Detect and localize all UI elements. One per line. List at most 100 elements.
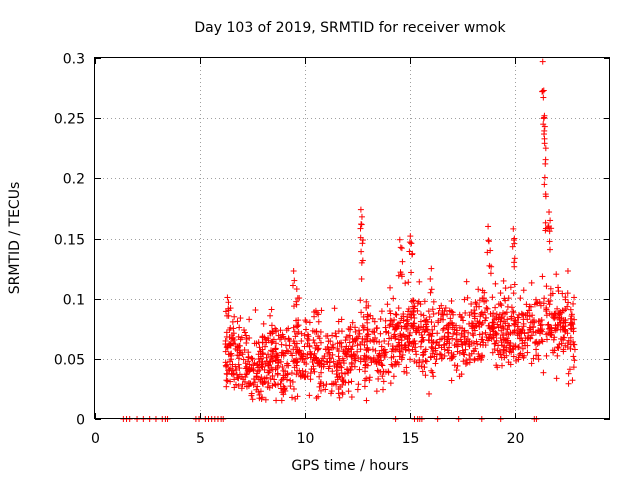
data-point [333, 371, 340, 378]
data-point [390, 373, 397, 380]
data-point [354, 348, 361, 355]
data-point [397, 244, 404, 251]
data-point [399, 258, 406, 265]
data-point [281, 386, 288, 393]
data-point [263, 354, 270, 361]
data-point [456, 311, 463, 318]
data-point [448, 350, 455, 357]
data-point [392, 311, 399, 318]
data-point [448, 355, 455, 362]
data-point [294, 393, 301, 400]
data-point [564, 303, 571, 310]
data-point [539, 58, 546, 65]
data-point [357, 341, 364, 348]
data-point [381, 346, 388, 353]
data-point [235, 375, 242, 382]
y-tick-label: 0.05 [54, 353, 85, 369]
data-point [540, 94, 547, 101]
data-point [547, 246, 554, 253]
data-point [352, 328, 359, 335]
data-point [398, 271, 405, 278]
data-point [546, 238, 553, 245]
data-point [495, 314, 502, 321]
data-point [478, 356, 485, 363]
data-point [460, 317, 467, 324]
data-point [232, 381, 239, 388]
data-point [422, 357, 429, 364]
data-point [485, 223, 492, 230]
data-point [462, 309, 469, 316]
data-point [568, 311, 575, 318]
data-point [386, 322, 393, 329]
data-point [327, 338, 334, 345]
data-point [422, 317, 429, 324]
data-point [246, 316, 253, 323]
data-point [382, 324, 389, 331]
data-point [375, 375, 382, 382]
data-point [571, 346, 578, 353]
data-point [385, 340, 392, 347]
data-point [565, 299, 572, 306]
data-point [535, 356, 542, 363]
data-point [516, 351, 523, 358]
data-point [418, 338, 425, 345]
data-point [521, 330, 528, 337]
data-point [289, 378, 296, 385]
data-point [567, 322, 574, 329]
data-point [316, 383, 323, 390]
data-point [530, 355, 537, 362]
data-point [258, 363, 265, 370]
data-point [364, 311, 371, 318]
data-point [526, 324, 533, 331]
data-point [405, 308, 412, 315]
data-point [542, 193, 549, 200]
data-point [270, 353, 277, 360]
data-point [381, 352, 388, 359]
y-tick-label: 0.25 [54, 112, 85, 128]
data-point [358, 213, 365, 220]
data-point [269, 372, 276, 379]
data-point [231, 376, 238, 383]
data-point [492, 329, 499, 336]
data-point [522, 312, 529, 319]
data-point [435, 310, 442, 317]
chart-title: Day 103 of 2019, SRMTID for receiver wmo… [194, 20, 506, 36]
data-point [534, 299, 541, 306]
data-point [279, 363, 286, 370]
data-point [511, 263, 518, 270]
data-point [466, 359, 473, 366]
data-point [280, 333, 287, 340]
data-point [417, 301, 424, 308]
data-point [223, 370, 230, 377]
data-point [328, 390, 335, 397]
data-point [296, 367, 303, 374]
data-point [252, 379, 259, 386]
data-point [386, 307, 393, 314]
data-point [418, 338, 425, 345]
data-point [357, 225, 364, 232]
data-point [442, 305, 449, 312]
data-point [487, 247, 494, 254]
data-point [252, 307, 259, 314]
data-point [345, 388, 352, 395]
data-point [317, 339, 324, 346]
data-point [497, 351, 504, 358]
data-point [525, 329, 532, 336]
data-point [554, 352, 561, 359]
y-tick-label: 0.3 [63, 52, 85, 68]
data-point [499, 342, 506, 349]
data-point [387, 310, 394, 317]
data-point [339, 389, 346, 396]
data-point [342, 337, 349, 344]
data-point [348, 394, 355, 401]
data-point [325, 346, 332, 353]
data-point [463, 338, 470, 345]
data-point [338, 328, 345, 335]
data-point [406, 356, 413, 363]
data-point [378, 308, 385, 315]
data-point [434, 330, 441, 337]
data-point [450, 311, 457, 318]
data-point [229, 318, 236, 325]
data-point [235, 361, 242, 368]
data-point [414, 307, 421, 314]
